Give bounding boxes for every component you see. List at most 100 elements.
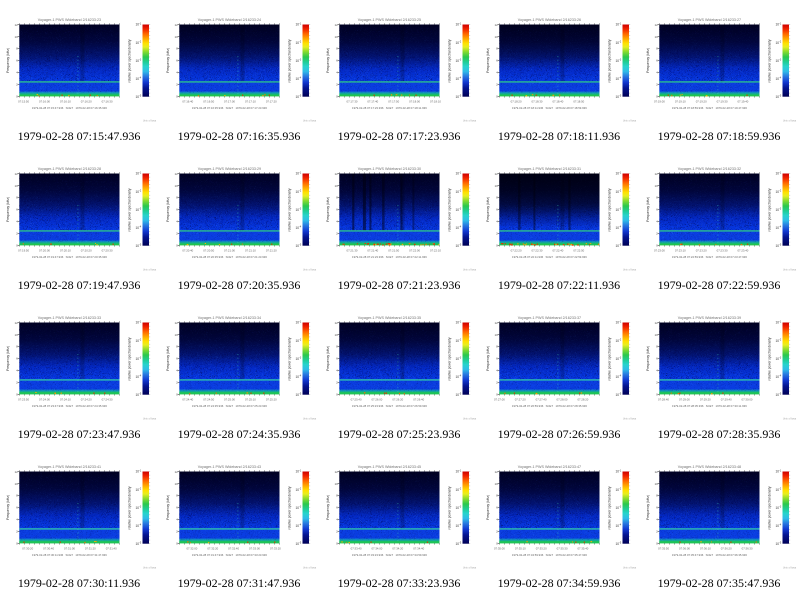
- svg-text:07:33:00: 07:33:00: [249, 547, 260, 551]
- svg-text:10: 10: [494, 184, 498, 188]
- svg-text:relative power spectral densit: relative power spectral density: [288, 39, 292, 82]
- svg-text:10-4: 10-4: [776, 226, 782, 230]
- svg-text:10-4: 10-4: [776, 375, 782, 379]
- svg-text:07:19:50: 07:19:50: [18, 249, 29, 253]
- svg-text:10-2: 10-2: [616, 41, 622, 45]
- svg-text:10: 10: [334, 35, 338, 39]
- svg-text:07:18:50: 07:18:50: [573, 100, 584, 104]
- svg-text:10: 10: [174, 35, 178, 39]
- svg-text:07:21:30: 07:21:30: [347, 249, 358, 253]
- svg-text:0: 0: [336, 393, 338, 397]
- svg-text:relative power spectral densit: relative power spectral density: [448, 39, 452, 82]
- svg-text:07:15:50: 07:15:50: [18, 100, 29, 104]
- svg-text:12: 12: [174, 321, 178, 325]
- svg-text:Frequency (kHz): Frequency (kHz): [326, 48, 330, 73]
- svg-text:07:22:20: 07:22:20: [511, 249, 522, 253]
- svg-text:07:34:20: 07:34:20: [392, 547, 403, 551]
- svg-text:8: 8: [16, 345, 18, 349]
- svg-text:1979-02-28 07:15:47.936 SCET: 1979-02-28 07:15:47.936 SCET 1979-02-28 …: [32, 106, 107, 110]
- svg-text:07:18:20: 07:18:20: [511, 100, 522, 104]
- svg-text:10-3: 10-3: [136, 59, 142, 63]
- svg-text:6: 6: [16, 208, 18, 212]
- svg-text:0: 0: [176, 393, 178, 397]
- svg-text:10-1: 10-1: [616, 321, 622, 325]
- svg-text:Univ. of Iowa: Univ. of Iowa: [463, 269, 477, 271]
- svg-text:07:30:00: 07:30:00: [742, 398, 753, 402]
- svg-text:10: 10: [654, 333, 658, 337]
- svg-text:10-5: 10-5: [776, 95, 782, 99]
- svg-text:0: 0: [496, 95, 498, 99]
- svg-text:relative power spectral densit: relative power spectral density: [768, 337, 772, 380]
- svg-text:6: 6: [16, 59, 18, 63]
- svg-text:10-4: 10-4: [296, 524, 302, 528]
- svg-text:8: 8: [16, 196, 18, 200]
- svg-text:6: 6: [656, 357, 658, 361]
- svg-text:1979-02-28 07:17:23.936 SCET: 1979-02-28 07:17:23.936 SCET 1979-02-28 …: [352, 106, 427, 110]
- svg-text:07:31:00: 07:31:00: [64, 547, 75, 551]
- svg-text:10-2: 10-2: [776, 190, 782, 194]
- svg-text:10-5: 10-5: [296, 244, 302, 248]
- svg-text:10: 10: [654, 184, 658, 188]
- svg-text:4: 4: [656, 518, 658, 522]
- svg-text:10-1: 10-1: [776, 23, 782, 27]
- svg-text:8: 8: [336, 196, 338, 200]
- svg-text:10-5: 10-5: [136, 244, 142, 248]
- svg-text:10-2: 10-2: [776, 41, 782, 45]
- svg-text:Univ. of Iowa: Univ. of Iowa: [463, 567, 477, 569]
- svg-text:10-2: 10-2: [776, 339, 782, 343]
- svg-text:Voyager-1 PWS Wideband 2/16233: Voyager-1 PWS Wideband 2/16233:43: [198, 465, 261, 469]
- svg-text:10-2: 10-2: [296, 190, 302, 194]
- svg-text:07:21:50: 07:21:50: [388, 249, 399, 253]
- svg-text:10-1: 10-1: [616, 23, 622, 27]
- svg-text:10-1: 10-1: [776, 470, 782, 474]
- svg-text:8: 8: [656, 494, 658, 498]
- svg-text:6: 6: [176, 59, 178, 63]
- svg-text:12: 12: [334, 470, 338, 474]
- svg-text:Voyager-1 PWS Wideband 2/16233: Voyager-1 PWS Wideband 2/16233:30: [358, 167, 421, 171]
- svg-text:07:17:20: 07:17:20: [266, 100, 277, 104]
- svg-text:07:35:30: 07:35:30: [557, 547, 568, 551]
- svg-text:2: 2: [176, 530, 178, 534]
- svg-text:10-2: 10-2: [776, 488, 782, 492]
- svg-text:6: 6: [336, 208, 338, 212]
- svg-text:10: 10: [14, 482, 18, 486]
- svg-text:07:19:40: 07:19:40: [737, 100, 748, 104]
- svg-text:07:25:00: 07:25:00: [224, 398, 235, 402]
- svg-text:Frequency (kHz): Frequency (kHz): [326, 495, 330, 520]
- svg-text:1979-02-28 07:26:59.936 SCET: 1979-02-28 07:26:59.936 SCET 1979-02-28 …: [512, 404, 587, 408]
- svg-text:6: 6: [496, 506, 498, 510]
- svg-text:0: 0: [656, 244, 658, 248]
- svg-text:8: 8: [176, 196, 178, 200]
- svg-text:10-2: 10-2: [616, 488, 622, 492]
- svg-text:relative power spectral densit: relative power spectral density: [288, 486, 292, 529]
- svg-text:relative power spectral densit: relative power spectral density: [608, 188, 612, 231]
- svg-text:2: 2: [176, 83, 178, 87]
- svg-text:07:35:00: 07:35:00: [494, 547, 505, 551]
- svg-text:10-3: 10-3: [776, 59, 782, 63]
- svg-text:10-3: 10-3: [296, 208, 302, 212]
- svg-text:07:31:20: 07:31:20: [85, 547, 96, 551]
- svg-text:07:32:40: 07:32:40: [228, 547, 239, 551]
- svg-text:4: 4: [176, 71, 178, 75]
- svg-text:07:35:50: 07:35:50: [658, 547, 669, 551]
- svg-text:12: 12: [14, 470, 18, 474]
- svg-text:relative power spectral densit: relative power spectral density: [448, 188, 452, 231]
- svg-text:Univ. of Iowa: Univ. of Iowa: [143, 418, 157, 420]
- svg-text:10-4: 10-4: [776, 77, 782, 81]
- svg-text:07:18:00: 07:18:00: [409, 100, 420, 104]
- svg-text:12: 12: [494, 470, 498, 474]
- svg-text:12: 12: [14, 321, 18, 325]
- svg-text:10-5: 10-5: [616, 542, 622, 546]
- svg-text:10-5: 10-5: [616, 393, 622, 397]
- svg-text:07:24:50: 07:24:50: [203, 398, 214, 402]
- svg-text:6: 6: [16, 357, 18, 361]
- svg-text:Voyager-1 PWS Wideband 2/16233: Voyager-1 PWS Wideband 2/16233:35: [358, 316, 421, 320]
- svg-text:10-1: 10-1: [296, 23, 302, 27]
- svg-text:1979-02-28 07:21:23.936 SCET: 1979-02-28 07:21:23.936 SCET 1979-02-28 …: [352, 255, 427, 259]
- svg-text:10-3: 10-3: [456, 208, 462, 212]
- svg-text:07:20:10: 07:20:10: [60, 249, 71, 253]
- svg-text:07:36:20: 07:36:20: [721, 547, 732, 551]
- svg-text:10-2: 10-2: [616, 339, 622, 343]
- svg-text:Frequency (kHz): Frequency (kHz): [646, 495, 650, 520]
- svg-text:Frequency (kHz): Frequency (kHz): [326, 346, 330, 371]
